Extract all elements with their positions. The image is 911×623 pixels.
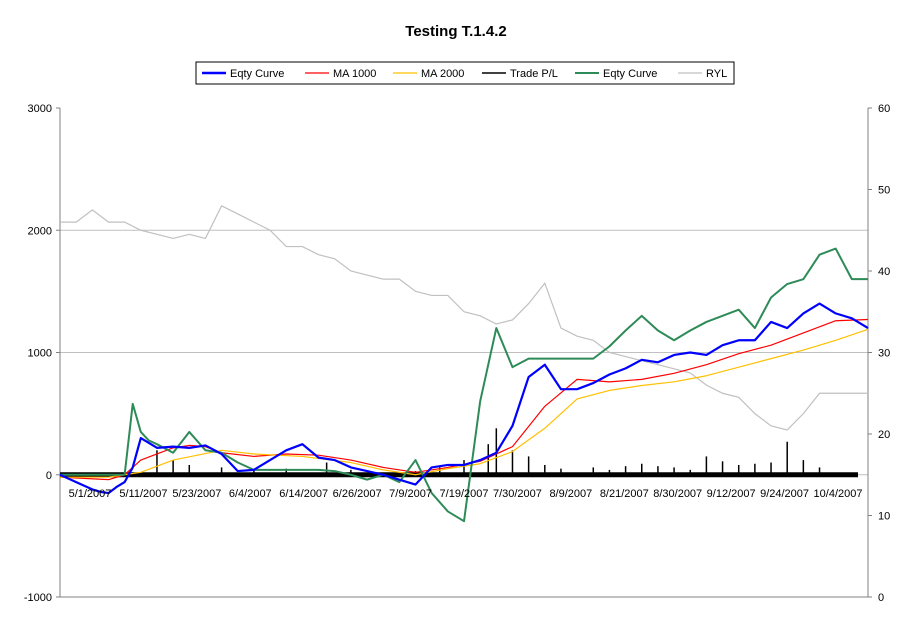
series-line-ryl [60, 204, 868, 431]
y-right-tick-label: 10 [878, 511, 890, 523]
plot-area: -1000 0 1000 2000 3000 0 10 20 30 40 50 60 5/1/2007 5… [24, 103, 890, 604]
chart-title: Testing T.1.4.2 [405, 23, 506, 40]
y-right-tick-label: 50 [878, 185, 890, 197]
series-line-eqty-curve-blue [59, 302, 869, 495]
x-tick-label: 7/30/2007 [493, 488, 542, 500]
y-left-tick-label: -1000 [24, 592, 52, 604]
legend-label: RYL [706, 68, 727, 80]
legend-label: MA 1000 [333, 68, 376, 80]
x-tick-label: 5/23/2007 [172, 488, 221, 500]
y-right-tick-label: 20 [878, 429, 890, 441]
y-left-tick-label: 0 [46, 470, 52, 482]
y-right-tick-label: 0 [878, 592, 884, 604]
legend-box [195, 61, 735, 85]
y-left-tick-label: 3000 [28, 103, 52, 115]
x-tick-label: 9/24/2007 [760, 488, 809, 500]
x-tick-label: 7/19/2007 [440, 488, 489, 500]
legend: Eqty Curve MA 1000 MA 2000 Trade P/L Eqty Cu… [195, 61, 735, 85]
legend-label: Eqty Curve [230, 68, 284, 80]
legend-label: MA 2000 [421, 68, 464, 80]
x-tick-label: 6/26/2007 [333, 488, 382, 500]
x-tick-label: 7/9/2007 [389, 488, 432, 500]
x-tick-label: 8/9/2007 [549, 488, 592, 500]
x-tick-label: 10/4/2007 [814, 488, 863, 500]
y-right-tick-label: 40 [878, 266, 890, 278]
x-tick-label: 6/14/2007 [279, 488, 328, 500]
x-tick-label: 8/30/2007 [653, 488, 702, 500]
y-right-tick-label: 30 [878, 348, 890, 360]
x-tick-label: 5/11/2007 [119, 488, 167, 500]
series-line-eqty-curve-green [60, 247, 868, 523]
legend-label: Trade P/L [510, 68, 558, 80]
x-tick-label: 5/1/2007 [69, 488, 112, 500]
y-left-tick-label: 2000 [28, 225, 52, 237]
x-tick-label: 8/21/2007 [600, 488, 649, 500]
x-tick-label: 9/12/2007 [707, 488, 756, 500]
y-right-tick-label: 60 [878, 103, 890, 115]
x-tick-label: 6/4/2007 [229, 488, 272, 500]
legend-label: Eqty Curve [603, 68, 657, 80]
y-left-tick-label: 1000 [28, 348, 52, 360]
